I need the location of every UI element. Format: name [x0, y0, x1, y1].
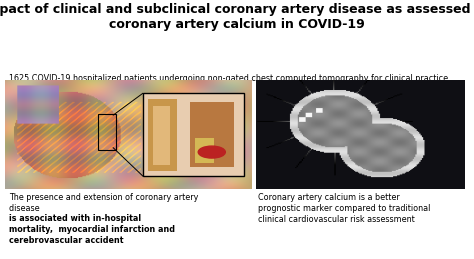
Text: Coronary artery calcium is a better
prognostic marker compared to traditional
cl: Coronary artery calcium is a better prog… — [258, 193, 431, 224]
Bar — [143, 93, 244, 176]
Bar — [99, 114, 116, 150]
Text: The presence and extension of coronary artery
disease: The presence and extension of coronary a… — [9, 193, 199, 213]
Bar — [190, 102, 234, 167]
Circle shape — [198, 146, 225, 158]
Text: is associated with in-hospital
mortality,  myocardial infarction and
cerebrovasc: is associated with in-hospital mortality… — [9, 214, 175, 245]
Text: 1625 COVID-19 hospitalized patients undergoing non-gated chest computed tomograp: 1625 COVID-19 hospitalized patients unde… — [9, 74, 448, 83]
Bar — [148, 99, 177, 171]
Text: Impact of clinical and subclinical coronary artery disease as assessed by
corona: Impact of clinical and subclinical coron… — [0, 3, 474, 31]
Bar — [194, 138, 214, 163]
Bar — [153, 106, 170, 165]
